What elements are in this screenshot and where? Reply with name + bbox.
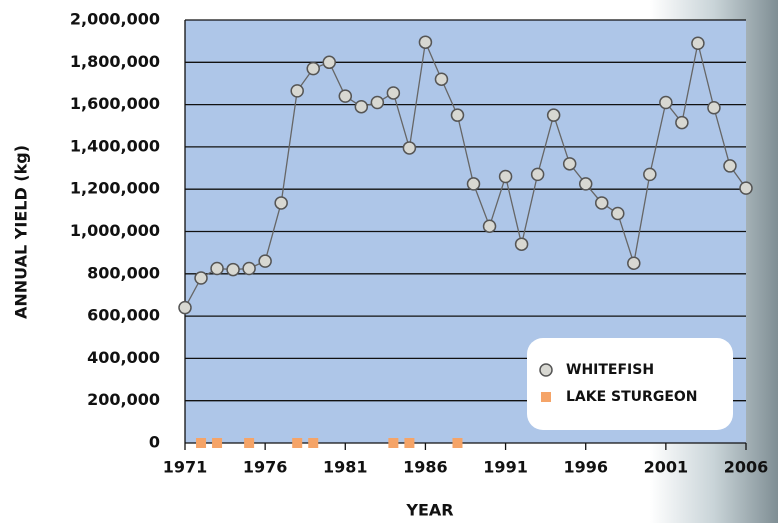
point [514,237,529,251]
point [402,141,417,155]
point [242,261,256,276]
y-tick-label: 1,000,000 [70,221,160,240]
point [498,169,513,184]
point [675,115,689,130]
point [418,35,433,49]
point [659,95,673,110]
point [290,84,304,98]
x-tick-label: 1991 [483,458,528,477]
legend-marker [541,392,551,402]
point [434,72,449,86]
point [388,438,399,448]
x-tick-label: 2006 [724,458,769,477]
point [546,108,561,122]
point [739,181,753,195]
legend-box [527,338,733,430]
point [258,254,272,268]
point [210,261,224,276]
legend-marker [539,363,553,377]
point [643,167,657,182]
y-tick-label: 600,000 [87,306,160,325]
x-tick-label: 1986 [403,458,448,477]
x-tick-label: 1996 [563,458,608,477]
point [196,438,207,448]
point [338,89,353,103]
point [308,438,319,448]
point [194,271,208,285]
x-tick-label: 2001 [644,458,689,477]
point [482,219,497,233]
point [466,177,481,191]
point [386,86,401,100]
point [530,167,545,182]
line [184,39,747,308]
y-tick-label: 2,000,000 [70,10,160,29]
y-tick-label: 1,400,000 [70,136,160,155]
point [212,438,223,448]
point [594,196,609,210]
point [452,438,463,448]
y-axis-label: ANNUAL YIELD (kg) [12,145,31,319]
x-axis-label: YEAR [405,501,453,520]
point [244,438,255,448]
point [450,108,465,122]
y-tick-label: 1,600,000 [70,94,160,113]
y-tick-label: 200,000 [87,390,160,409]
point [370,95,385,110]
point [292,438,303,448]
y-tick-label: 1,200,000 [70,179,160,198]
point [578,177,593,191]
y-tick-label: 1,800,000 [70,52,160,71]
point [723,159,737,173]
legend-label: WHITEFISH [566,362,654,378]
point [354,99,369,114]
point [178,300,192,315]
y-tick-label: 800,000 [87,263,160,282]
x-tick-label: 1981 [323,458,368,477]
y-tick-label: 0 [149,433,160,452]
point [691,36,705,51]
x-tick-label: 1971 [163,458,208,477]
point [562,157,577,171]
point [274,196,288,210]
x-tick-label: 1976 [243,458,288,477]
point [404,438,415,448]
point [306,61,320,76]
point [322,55,337,70]
point [707,101,721,115]
point [627,256,641,270]
point [226,262,240,277]
point [611,206,625,221]
legend-label: LAKE STURGEON [566,389,698,405]
y-tick-label: 400,000 [87,348,160,367]
